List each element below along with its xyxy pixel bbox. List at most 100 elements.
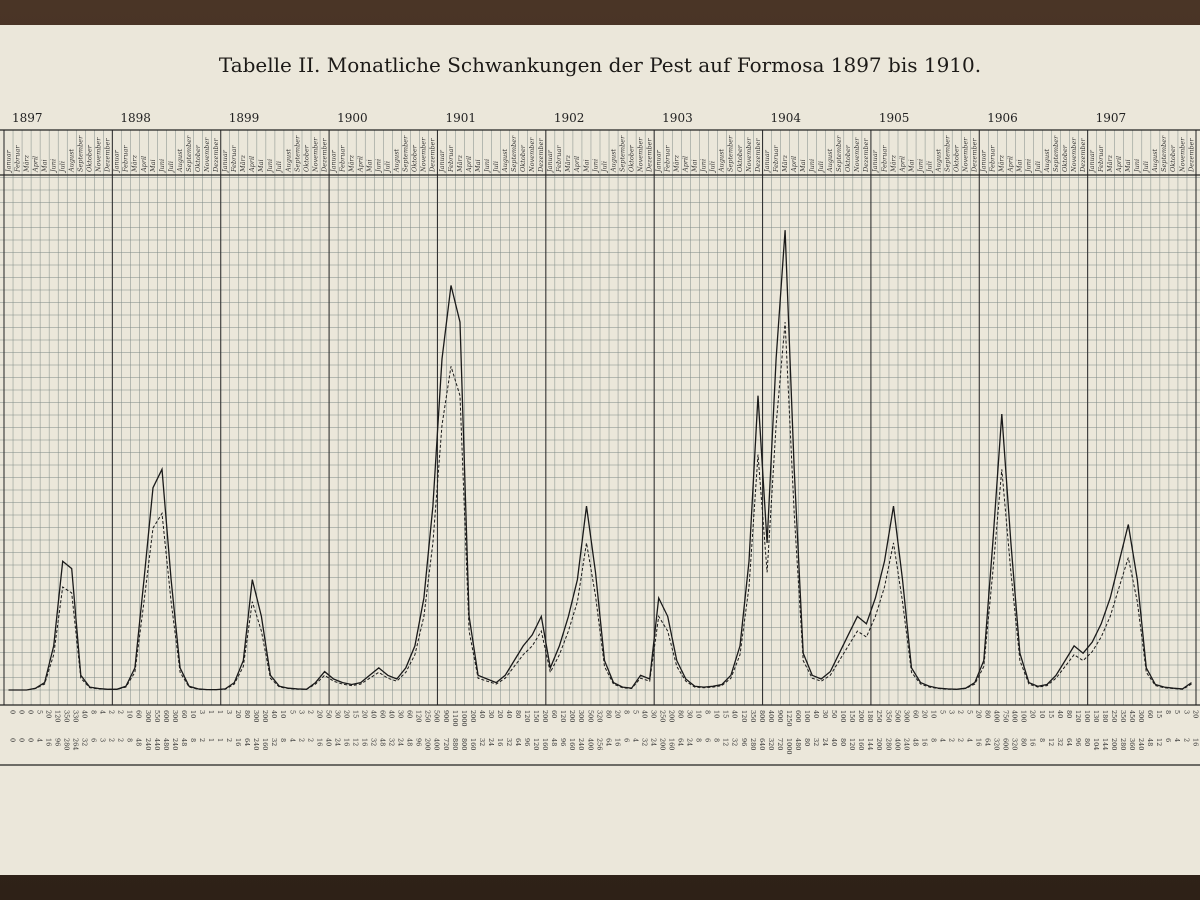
- value-label: 0: [17, 710, 25, 714]
- value-label: 80: [243, 710, 251, 718]
- month-label: Oktober: [736, 144, 744, 172]
- value-label: 48: [1146, 738, 1154, 746]
- month-label: Mai: [1016, 159, 1024, 173]
- value-label: 750: [1002, 710, 1010, 722]
- value-label: 8: [1038, 738, 1046, 742]
- month-label: Oktober: [1169, 144, 1177, 172]
- value-label: 40: [370, 710, 378, 718]
- month-label: November: [962, 137, 970, 173]
- month-label: März: [889, 154, 897, 173]
- month-label: Juli: [709, 161, 717, 174]
- month-label: Dezember: [862, 137, 870, 173]
- value-label: 32: [812, 738, 820, 746]
- month-label: Dezember: [1079, 137, 1087, 173]
- value-label: 40: [812, 710, 820, 718]
- value-label: 40: [830, 738, 838, 746]
- month-label: Februar: [664, 145, 672, 173]
- value-label: 6: [704, 738, 712, 742]
- month-label: April: [1115, 156, 1123, 173]
- value-label: 80: [1065, 710, 1073, 718]
- value-label: 120: [53, 710, 61, 722]
- month-label: Februar: [555, 145, 563, 173]
- value-label: 32: [731, 738, 739, 746]
- value-label: 8: [189, 738, 197, 742]
- value-label: 48: [180, 738, 188, 746]
- value-label: 240: [902, 738, 910, 750]
- month-label: April: [31, 156, 39, 173]
- value-label: 480: [794, 738, 802, 750]
- month-label: August: [176, 148, 184, 173]
- month-label: Oktober: [302, 144, 310, 172]
- value-label: 5: [966, 710, 974, 714]
- value-label: 440: [153, 738, 161, 750]
- value-label: 40: [388, 710, 396, 718]
- value-label: 48: [406, 738, 414, 746]
- value-label: 24: [686, 738, 694, 746]
- value-label: 350: [749, 710, 757, 722]
- month-label: Juni: [808, 159, 816, 174]
- value-label: 280: [63, 738, 71, 750]
- month-label: Dezember: [645, 137, 653, 173]
- value-label: 200: [857, 710, 865, 722]
- month-label: Juli: [384, 161, 392, 174]
- month-label: Juli: [925, 161, 933, 174]
- value-label: 3: [99, 738, 107, 742]
- month-label: Mai: [799, 159, 807, 173]
- month-label: Dezember: [104, 137, 112, 173]
- value-label: 144: [866, 738, 874, 750]
- value-label: 2: [1182, 738, 1190, 742]
- month-label: Juli: [1142, 161, 1150, 174]
- value-label: 5: [35, 710, 43, 714]
- value-label: 120: [415, 710, 423, 722]
- month-label: November: [528, 137, 536, 173]
- month-label: August: [934, 148, 942, 173]
- month-label: Dezember: [320, 137, 328, 173]
- value-label: 3: [947, 710, 955, 714]
- value-label: 12: [1155, 738, 1163, 746]
- month-label: Juni: [700, 159, 708, 174]
- month-label: Dezember: [537, 137, 545, 173]
- month-label: September: [510, 135, 518, 172]
- value-label: 300: [902, 710, 910, 722]
- value-label: 32: [505, 738, 513, 746]
- value-label: 1000: [785, 738, 793, 755]
- value-label: 300: [1137, 710, 1145, 722]
- month-label: Januar: [655, 149, 663, 174]
- value-label: 20: [315, 710, 323, 718]
- value-label: 800: [460, 738, 468, 750]
- month-label: Januar: [113, 149, 121, 174]
- month-label: Mai: [582, 159, 590, 173]
- value-label: 8: [622, 710, 630, 714]
- value-label: 80: [604, 710, 612, 718]
- value-label: 20: [496, 710, 504, 718]
- month-label: Mai: [691, 159, 699, 173]
- series-lines: [8, 230, 1192, 691]
- value-label: 2: [297, 738, 305, 742]
- year-label: 1902: [554, 111, 585, 125]
- value-label: 100: [1020, 710, 1028, 722]
- value-label: 32: [640, 738, 648, 746]
- value-label: 280: [1119, 738, 1127, 750]
- value-label: 12: [351, 738, 359, 746]
- value-label: 200: [261, 710, 269, 722]
- value-rows: 0 0 0 5 20 120 350 330 40 8 4 2 2 10 60 300 550 600 300 60 1…: [8, 710, 1199, 755]
- month-label: Juni: [483, 159, 491, 174]
- value-label: 30: [686, 710, 694, 718]
- month-label: Oktober: [1061, 144, 1069, 172]
- value-label: 180: [1101, 710, 1109, 722]
- value-label: 30: [821, 710, 829, 718]
- value-label: 24: [649, 738, 657, 746]
- month-label: Dezember: [429, 137, 437, 173]
- month-label: September: [293, 135, 301, 172]
- month-label: September: [77, 135, 85, 172]
- month-label: November: [636, 137, 644, 173]
- value-label: 450: [1128, 710, 1136, 722]
- value-label: 40: [478, 710, 486, 718]
- month-label: Februar: [772, 145, 780, 173]
- month-label: August: [609, 148, 617, 173]
- value-label: 4: [966, 738, 974, 742]
- value-label: 16: [975, 738, 983, 746]
- month-label: November: [853, 137, 861, 173]
- month-label: November: [1178, 137, 1186, 173]
- value-label: 250: [424, 710, 432, 722]
